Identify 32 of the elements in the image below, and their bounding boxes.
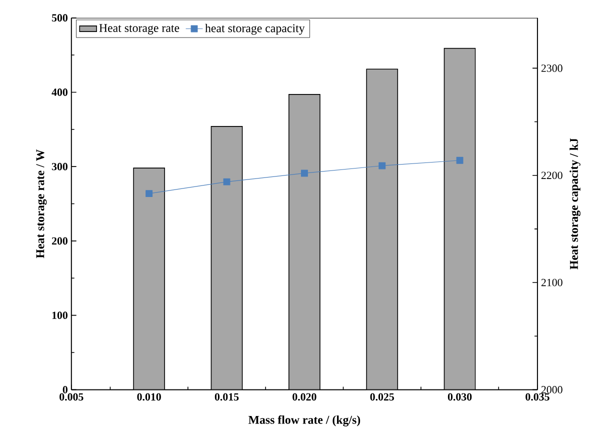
legend-label: heat storage capacity bbox=[205, 24, 305, 35]
point bbox=[223, 178, 230, 186]
y2-tick-label: 2200 bbox=[541, 172, 562, 179]
x-tick-label: 0.030 bbox=[448, 393, 472, 400]
bar bbox=[366, 68, 398, 390]
x-tick-label: 0.025 bbox=[370, 393, 394, 400]
y2-tick-label: 2300 bbox=[541, 64, 562, 72]
point bbox=[146, 190, 153, 197]
x-tick-label: 0.015 bbox=[214, 393, 239, 400]
y-tick-label: 0 bbox=[62, 386, 68, 394]
y-axis-title: Heat storage rate / W bbox=[36, 149, 47, 258]
x-tick-label: 0.005 bbox=[60, 393, 84, 400]
point bbox=[456, 156, 464, 164]
bar bbox=[210, 126, 243, 390]
bar bbox=[288, 94, 320, 390]
point bbox=[378, 162, 386, 170]
bar bbox=[444, 48, 476, 390]
y-tick-label: 400 bbox=[52, 88, 68, 96]
point bbox=[300, 170, 308, 177]
legend-label: Heat storage rate bbox=[99, 24, 180, 34]
y-tick-label: 300 bbox=[52, 162, 68, 170]
y2-axis-title: Heat storage capacity / kJ bbox=[570, 138, 580, 270]
x-tick-label: 0.035 bbox=[526, 393, 550, 400]
y-tick-label: 200 bbox=[52, 237, 68, 244]
x-axis-title: Mass flow rate / (kg/s) bbox=[248, 415, 360, 426]
x-tick-label: 0.010 bbox=[137, 393, 161, 400]
y2-tick-label: 2100 bbox=[541, 278, 562, 286]
x-tick-label: 0.020 bbox=[292, 393, 316, 400]
bar bbox=[133, 168, 166, 390]
y-tick-label: 100 bbox=[52, 312, 68, 319]
y2-tick-label: 2000 bbox=[541, 386, 562, 394]
y-tick-label: 500 bbox=[52, 14, 68, 22]
